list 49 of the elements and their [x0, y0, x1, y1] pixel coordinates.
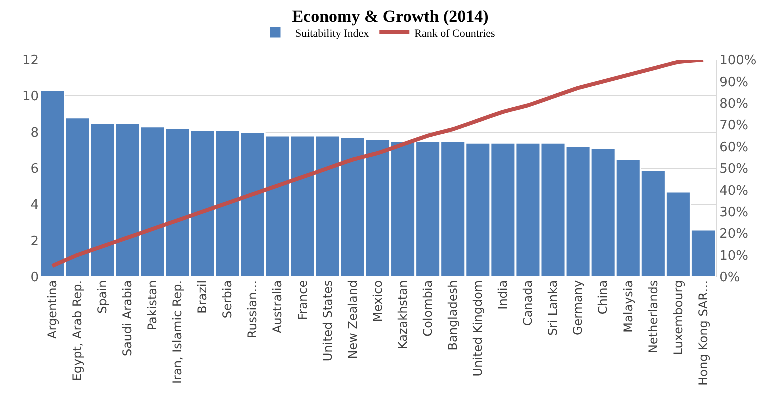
x-tick-label: Sri Lanka	[546, 280, 560, 336]
y-tick-label: 8	[30, 126, 39, 141]
y-tick-label: 2	[30, 234, 39, 250]
y2-tick-label: 100%	[720, 54, 757, 69]
x-tick-label: Bangladesh	[446, 280, 460, 351]
x-tick-label: United States	[320, 280, 335, 362]
x-tick-label: Germany	[571, 280, 586, 336]
x-tick-label: Hong Kong SAR…	[696, 280, 710, 386]
legend-label: Rank of Countries	[414, 28, 496, 40]
x-tick-label: Malaysia	[621, 280, 636, 333]
y2-tick-label: 40%	[720, 184, 749, 199]
y-tick-label: 0	[30, 270, 39, 286]
legend-label: Suitability Index	[296, 28, 370, 40]
x-tick-label: Russian…	[246, 280, 260, 339]
x-tick-label: Australia	[270, 280, 285, 334]
y2-tick-label: 0%	[720, 270, 740, 286]
x-tick-label: Netherlands	[646, 280, 660, 354]
y2-tick-label: 80%	[720, 96, 749, 112]
x-tick-label: Argentina	[45, 280, 60, 339]
x-tick-label: Egypt, Arab Rep.	[70, 280, 84, 382]
y2-tick-label: 90%	[720, 75, 749, 90]
y-tick-label: 10	[22, 90, 39, 105]
y2-tick-label: 50%	[720, 162, 749, 178]
x-tick-label: France	[296, 280, 310, 320]
x-tick-label: Colombia	[420, 280, 435, 337]
y2-tick-label: 70%	[720, 118, 749, 134]
x-tick-label: China	[596, 280, 610, 315]
x-tick-label: Saudi Arabia	[120, 280, 135, 357]
x-tick-label: Spain	[95, 280, 110, 314]
x-tick-label: Kazakhstan	[396, 280, 410, 350]
line-series	[50, 60, 706, 268]
x-tick-label: India	[496, 280, 510, 310]
y2-tick-label: 20%	[720, 227, 749, 242]
chart-title: Economy & Growth (2014)	[292, 7, 489, 26]
y-tick-label: 12	[22, 54, 39, 69]
x-tick-label: Pakistan	[146, 280, 160, 331]
x-tick-label: Serbia	[220, 280, 235, 319]
y2-tick-label: 10%	[720, 248, 749, 264]
y2-tick-label: 30%	[720, 205, 749, 220]
y-tick-label: 6	[30, 162, 39, 178]
x-tick-label: New Zealand	[346, 280, 360, 360]
x-tick-label: Luxembourg	[671, 280, 686, 356]
y-tick-label: 4	[30, 198, 39, 214]
x-tick-label: Iran, Islamic Rep.	[170, 280, 185, 384]
x-tick-label: Mexico	[370, 280, 385, 322]
x-tick-label: United Kingdom	[471, 280, 486, 377]
y2-tick-label: 60%	[720, 140, 749, 156]
x-tick-label: Canada	[521, 280, 536, 326]
x-tick-label: Brazil	[196, 280, 210, 314]
